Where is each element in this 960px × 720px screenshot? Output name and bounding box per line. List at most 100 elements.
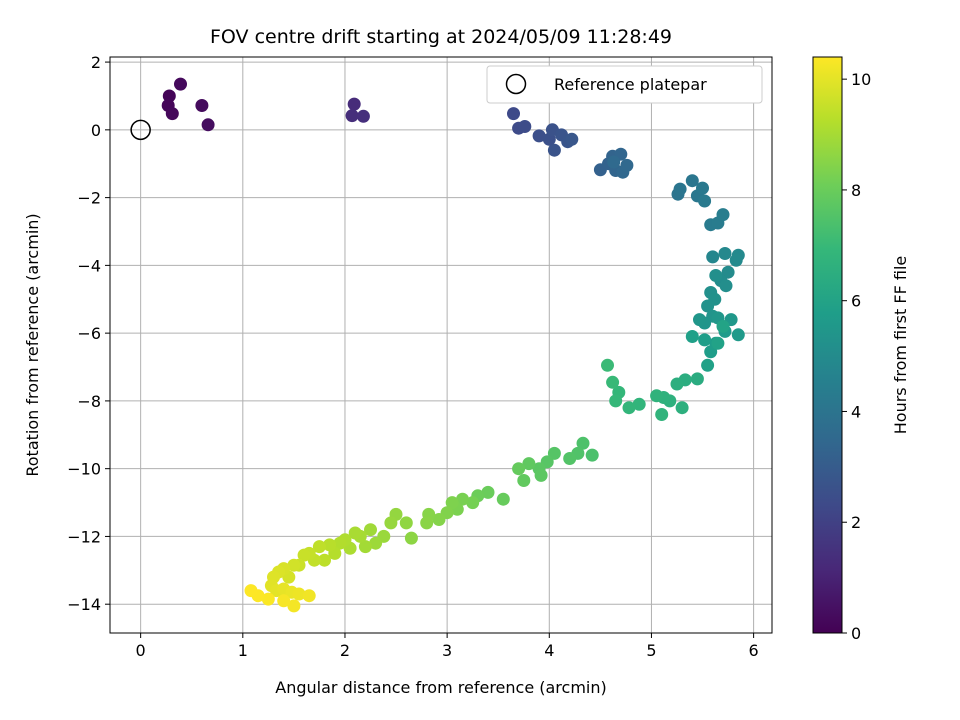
colorbar-gradient — [812, 56, 843, 634]
scatter-point — [563, 452, 577, 465]
scatter-point — [347, 97, 361, 111]
scatter-point — [716, 208, 730, 222]
y-axis-label: Rotation from reference (arcmin) — [23, 213, 42, 476]
legend-label: Reference platepar — [554, 75, 707, 94]
scatter-point — [675, 401, 689, 415]
scatter-point — [345, 109, 359, 123]
scatter-point — [261, 592, 275, 606]
y-tick-label: −10 — [67, 460, 101, 479]
scatter-point — [534, 468, 548, 482]
scatter-point — [481, 485, 495, 499]
scatter-point — [174, 77, 187, 91]
scatter-point — [364, 523, 377, 537]
scatter-point — [711, 336, 725, 350]
scatter-point — [609, 394, 623, 408]
scatter-point — [547, 446, 561, 460]
scatter-point — [162, 89, 176, 103]
scatter-point — [716, 319, 730, 333]
colorbar-tick-label: 2 — [851, 513, 861, 532]
grid-lines — [110, 57, 772, 633]
colorbar-tick-label: 4 — [851, 402, 861, 421]
y-tick-label: −8 — [77, 392, 101, 411]
scatter-point — [195, 99, 209, 112]
y-tick-label: 0 — [91, 121, 101, 140]
scatter-point — [302, 589, 316, 603]
colorbar-tick-label: 10 — [851, 70, 871, 89]
x-tick-label: 4 — [544, 641, 554, 660]
scatter-point — [607, 155, 621, 169]
scatter-point — [693, 313, 706, 327]
scatter-point — [650, 389, 664, 403]
scatter-point — [518, 120, 532, 133]
legend-box — [486, 65, 763, 104]
scatter-point — [698, 333, 712, 347]
scatter-point — [718, 247, 732, 260]
scatter-point — [318, 553, 331, 567]
x-axis-ticks: 0 1 2 3 4 5 6 — [136, 633, 759, 660]
scatter-point — [399, 516, 413, 530]
reference-platepar-marker — [130, 119, 151, 141]
scatter-point — [369, 536, 383, 550]
scatter-point — [445, 496, 459, 510]
scatter-point — [585, 448, 599, 462]
scatter-point — [565, 132, 579, 146]
scatter-points — [130, 77, 745, 613]
scatter-point — [358, 540, 372, 554]
colorbar-tick-label: 0 — [851, 624, 861, 643]
scatter-point — [601, 358, 614, 372]
scatter-point — [404, 531, 418, 545]
scatter-point — [522, 457, 536, 471]
scatter-point — [456, 492, 469, 506]
chart-title: FOV centre drift starting at 2024/05/09 … — [210, 26, 672, 48]
scatter-point — [420, 516, 434, 530]
colorbar-ticks: 0 2 4 6 8 10 — [842, 70, 871, 643]
scatter-point — [466, 496, 480, 510]
y-tick-label: −12 — [67, 527, 101, 546]
scatter-point — [532, 129, 546, 143]
scatter-point — [384, 516, 398, 530]
x-tick-label: 3 — [442, 641, 452, 660]
scatter-point — [512, 462, 526, 476]
scatter-point — [729, 253, 743, 267]
scatter-point — [731, 328, 745, 342]
scatter-point — [690, 372, 704, 386]
x-tick-label: 1 — [238, 641, 248, 660]
scatter-point — [696, 181, 709, 195]
scatter-point — [165, 107, 179, 121]
scatter-point — [670, 377, 684, 391]
colorbar-tick-label: 6 — [851, 292, 861, 311]
colorbar-tick-label: 8 — [851, 181, 861, 200]
scatter-point — [356, 109, 370, 123]
x-tick-label: 0 — [136, 641, 146, 660]
x-axis-label: Angular distance from reference (arcmin) — [275, 678, 606, 697]
scatter-point — [701, 358, 715, 372]
legend-reference-marker — [505, 73, 527, 95]
colorbar-label: Hours from first FF file — [891, 256, 910, 435]
y-tick-label: −6 — [77, 324, 101, 343]
scatter-point — [655, 408, 669, 421]
scatter-point — [709, 269, 723, 282]
x-tick-label: 5 — [646, 641, 656, 660]
scatter-point — [706, 250, 720, 264]
y-axis-ticks: 2 0 −2 −4 −6 −8 −10 −12 −14 — [67, 53, 110, 614]
scatter-point — [507, 107, 520, 121]
scatter-point — [685, 330, 699, 343]
scatter-point — [244, 584, 258, 598]
y-tick-label: −2 — [77, 189, 101, 208]
y-tick-label: 2 — [91, 53, 101, 72]
scatter-point — [348, 526, 362, 540]
scatter-point — [704, 345, 718, 359]
scatter-point — [698, 194, 712, 208]
scatter-point — [312, 540, 326, 554]
scatter-point — [576, 436, 590, 450]
colorbar: 0 2 4 6 8 10 Hours from first FF file — [812, 56, 910, 643]
scatter-point — [606, 375, 620, 389]
scatter-point — [673, 182, 687, 196]
scatter-point — [701, 299, 715, 313]
scatter-point — [297, 548, 311, 562]
x-tick-label: 6 — [749, 641, 759, 660]
y-tick-label: −4 — [77, 256, 101, 275]
scatter-point — [719, 279, 733, 293]
scatter-point — [292, 587, 306, 601]
